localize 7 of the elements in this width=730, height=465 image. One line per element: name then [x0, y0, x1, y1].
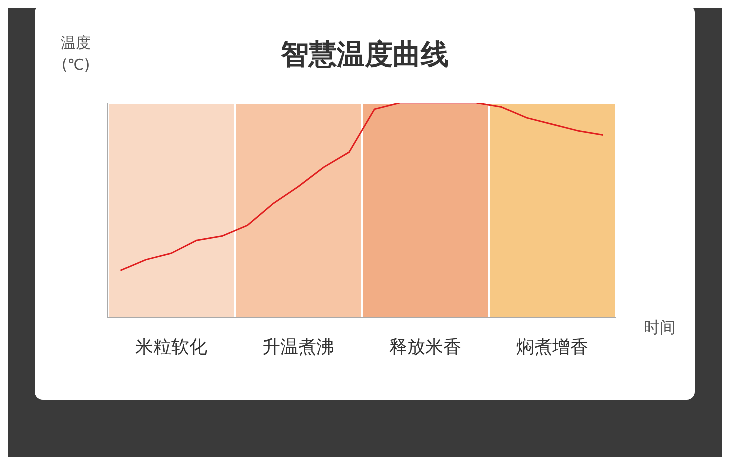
- x-tick-label: 焖煮增香: [516, 336, 588, 358]
- chart-title: 智慧温度曲线: [281, 38, 449, 71]
- x-tick-label: 米粒软化: [136, 336, 208, 358]
- y-axis-title: 温度(℃): [60, 33, 92, 76]
- x-axis-title: 时间: [644, 318, 676, 339]
- x-tick-label: 释放米香: [390, 336, 462, 358]
- x-tick-label: 升温煮沸: [262, 336, 334, 358]
